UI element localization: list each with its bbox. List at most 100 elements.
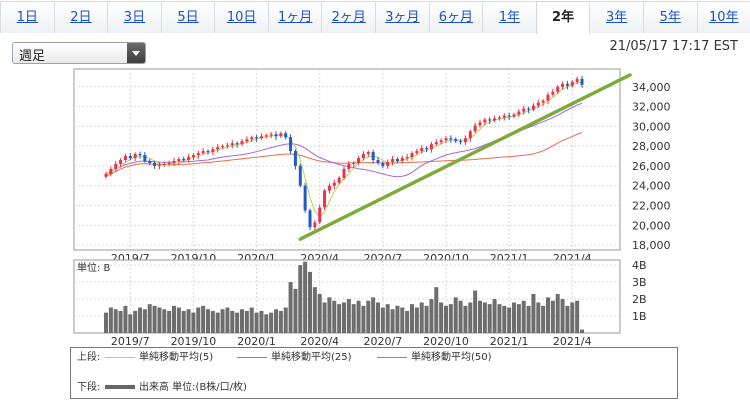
volume-bar	[444, 305, 448, 333]
volume-swatch	[105, 385, 135, 389]
candle-body	[420, 148, 424, 152]
candle-body	[123, 156, 127, 160]
candle-body	[507, 115, 511, 117]
candle-body	[167, 162, 171, 164]
volume-x-tick-label: 2021/1	[490, 335, 529, 348]
tab-0[interactable]: 1日	[0, 1, 55, 33]
price-tick-label: 18,000	[632, 239, 671, 252]
volume-bar	[448, 304, 453, 333]
volume-bar	[210, 310, 215, 333]
price-tick-label: 34,000	[632, 81, 671, 94]
volume-bar	[429, 299, 434, 333]
volume-bar	[526, 305, 531, 333]
tab-9[interactable]: 1年	[482, 1, 537, 33]
volume-bar	[414, 307, 419, 333]
tab-8[interactable]: 6ヶ月	[428, 1, 484, 33]
candle-body	[279, 133, 283, 137]
volume-bar	[337, 304, 342, 333]
candle-body	[293, 151, 297, 166]
candle-body	[162, 163, 166, 165]
candle-body	[536, 102, 540, 106]
volume-bar	[249, 307, 254, 333]
tab-10[interactable]: 2年	[535, 1, 591, 34]
candle-body	[391, 159, 395, 162]
volume-bar	[104, 312, 108, 333]
volume-bar	[128, 314, 133, 333]
interval-select[interactable]: 週足	[12, 42, 146, 64]
volume-bar	[332, 300, 337, 333]
volume-bar	[439, 302, 444, 333]
candle-body	[459, 141, 463, 143]
candle-body	[303, 185, 307, 211]
candle-body	[565, 83, 569, 86]
tab-11[interactable]: 3年	[589, 1, 644, 33]
legend-bottom-row: 下段: 出来高 単位:(B株/口/枚)	[77, 381, 672, 395]
chevron-down-icon[interactable]	[127, 43, 145, 63]
candle-body	[395, 159, 399, 161]
volume-bar	[541, 305, 546, 333]
candle-body	[429, 144, 433, 150]
volume-bar	[512, 302, 516, 333]
candle-body	[439, 140, 443, 143]
volume-x-tick-label: 2021/4	[553, 335, 592, 348]
candle-body	[323, 190, 327, 208]
candle-body	[352, 162, 356, 164]
volume-x-tick-label: 2019/10	[171, 335, 217, 348]
candle-body	[527, 108, 531, 110]
price-plot-frame	[73, 68, 621, 251]
volume-bar	[507, 307, 512, 333]
candle-body	[313, 222, 317, 228]
volume-bar	[162, 309, 167, 333]
candle-body	[357, 158, 361, 163]
tab-12[interactable]: 5年	[642, 1, 698, 33]
interval-select-value: 週足	[19, 49, 46, 64]
tab-5[interactable]: 1ヶ月	[267, 1, 323, 33]
volume-tick-label: 4B	[632, 259, 647, 272]
legend-top-row: 上段: 単純移動平均(5) 単純移動平均(25) 単純移動平均(50)	[77, 351, 672, 365]
tab-3[interactable]: 5日	[160, 1, 216, 33]
ma5-swatch	[105, 356, 135, 358]
legend-ma25: 単純移動平均(25)	[237, 351, 352, 365]
volume-bar	[274, 309, 278, 333]
volume-bar	[215, 312, 220, 333]
volume-bar	[410, 304, 414, 333]
volume-bar	[453, 297, 458, 333]
tab-13[interactable]: 10年	[696, 1, 750, 33]
candle-body	[259, 136, 263, 139]
volume-bar	[172, 305, 176, 333]
candle-body	[191, 155, 195, 158]
volume-bar	[108, 307, 113, 333]
volume-bar	[502, 305, 507, 333]
price-tick-label: 32,000	[632, 101, 671, 114]
candle-body	[376, 159, 380, 163]
volume-bar	[176, 307, 181, 333]
volume-bar	[293, 288, 298, 333]
chart-legend: 上段: 単純移動平均(5) 単純移動平均(25) 単純移動平均(50) 下段: …	[70, 347, 678, 399]
volume-bar	[312, 287, 317, 333]
volume-bar	[419, 302, 424, 333]
candle-body	[230, 143, 234, 146]
candle-body	[502, 115, 506, 118]
volume-bar	[186, 309, 191, 333]
volume-bar	[230, 310, 235, 333]
tab-7[interactable]: 3ヶ月	[375, 1, 430, 33]
candle-body	[366, 152, 370, 155]
tab-4[interactable]: 10日	[214, 1, 269, 33]
volume-tick-label: 2B	[632, 293, 647, 306]
legend-ma25-text: 単純移動平均(25)	[271, 352, 352, 363]
volume-bar	[288, 282, 293, 333]
volume-bar	[395, 305, 400, 333]
candle-body	[250, 137, 254, 140]
candle-body	[541, 100, 545, 103]
candle-body	[342, 168, 346, 178]
period-tabs: 1日 2日 3日 5日 10日 1ヶ月 2ヶ月 3ヶ月 6ヶ月 1年 2年 3年 5年 10年	[0, 0, 750, 34]
volume-bar	[317, 293, 322, 333]
volume-bar	[235, 312, 240, 333]
candle-body	[245, 139, 249, 142]
candle-body	[468, 131, 472, 139]
candle-body	[216, 147, 220, 150]
volume-bar	[138, 307, 142, 333]
volume-bar	[492, 299, 497, 333]
volume-bar	[118, 310, 123, 333]
price-tick-label: 26,000	[632, 160, 671, 173]
